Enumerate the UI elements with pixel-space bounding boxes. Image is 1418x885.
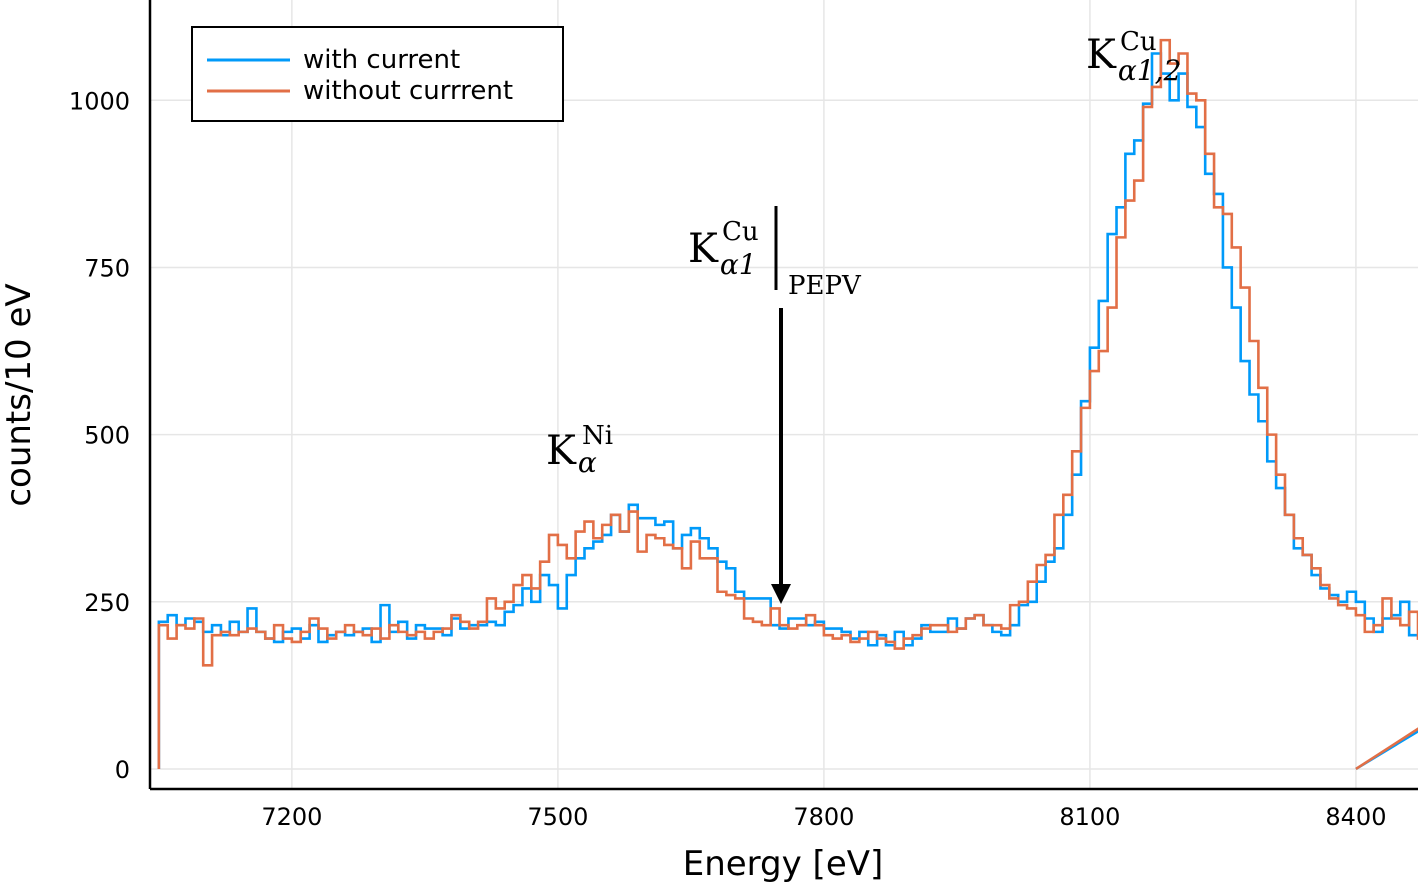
y-tick-label: 750 — [84, 254, 130, 282]
pepv-sup: Cu — [722, 217, 759, 247]
svg-text:Kα1,2: Kα1,2 — [1086, 32, 1181, 87]
pepv-arrow-head — [771, 584, 791, 604]
legend-label-with-current: with current — [303, 45, 460, 75]
x-tick-label: 8100 — [1059, 803, 1120, 831]
kalpha-ni-sub: α — [578, 446, 597, 479]
kalpha-ni-sup: Ni — [582, 421, 613, 451]
y-axis-title: counts/10 eV — [0, 283, 39, 506]
x-tick-label: 7200 — [261, 803, 322, 831]
annotation-pepv: Kα1 Cu PEPV — [688, 206, 862, 604]
tick-labels: 7200 7500 7800 8100 8400 0 250 500 750 1000 — [69, 87, 1387, 831]
annotation-kalpha-cu: Kα1,2 Cu — [1086, 27, 1181, 87]
y-tick-label: 1000 — [69, 87, 130, 115]
series-with-current-line — [157, 52, 1418, 771]
kalpha-cu-sub: α1,2 — [1118, 54, 1181, 87]
x-tick-label: 7800 — [793, 803, 854, 831]
series-without-currrent-line — [157, 38, 1418, 771]
y-tick-label: 250 — [84, 589, 130, 617]
series-layer — [157, 38, 1418, 771]
legend-box — [191, 26, 564, 122]
pepv-base: K — [688, 226, 719, 272]
grid-lines — [150, 0, 1418, 789]
y-tick-label: 0 — [115, 756, 130, 784]
x-tick-label: 7500 — [527, 803, 588, 831]
svg-text:Kα: Kα — [546, 428, 597, 479]
annotation-kalpha-ni: Kα Ni — [546, 421, 613, 479]
kalpha-cu-sup: Cu — [1120, 27, 1157, 57]
svg-text:Kα1: Kα1 — [688, 226, 757, 281]
legend-label-without-current: without currrent — [303, 76, 513, 106]
pepv-sub: α1 — [720, 248, 757, 281]
x-tick-label: 8400 — [1325, 803, 1386, 831]
y-tick-label: 500 — [84, 422, 130, 450]
axes — [148, 0, 1418, 791]
pepv-label: PEPV — [788, 271, 862, 301]
kalpha-cu-base: K — [1086, 32, 1117, 78]
legend: with current without currrent — [191, 26, 564, 122]
kalpha-ni-base: K — [546, 428, 577, 474]
x-axis-title: Energy [eV] — [683, 844, 884, 884]
